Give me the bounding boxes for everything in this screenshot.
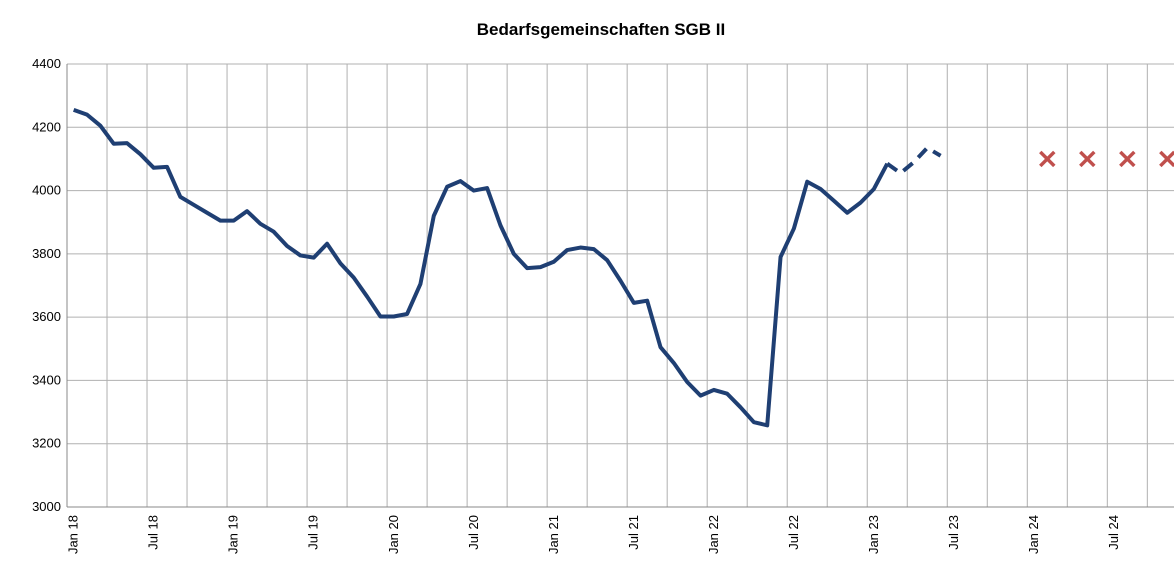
x-tick-label: Jan 21 [546, 515, 561, 554]
x-tick-label: Jul 23 [946, 515, 961, 550]
x-marker [1079, 150, 1096, 168]
x-tick-label: Jan 22 [706, 515, 721, 554]
x-marker [1159, 150, 1174, 168]
x-tick-label: Jul 18 [146, 515, 161, 550]
y-tick-label: 4200 [32, 119, 61, 134]
x-tick-label: Jul 20 [466, 515, 481, 550]
x-marker [1119, 150, 1136, 168]
y-tick-label: 3600 [32, 309, 61, 324]
x-tick-label: Jan 24 [1026, 515, 1041, 554]
y-tick-label: 4000 [32, 183, 61, 198]
x-tick-label: Jul 19 [306, 515, 321, 550]
x-tick-label: Jan 18 [66, 515, 81, 554]
x-tick-label: Jul 21 [626, 515, 641, 550]
y-tick-label: 3400 [32, 372, 61, 387]
y-tick-label: 3200 [32, 436, 61, 451]
data-line [72, 107, 890, 428]
y-tick-label: 4400 [32, 56, 61, 71]
forecast-line [886, 145, 942, 176]
x-tick-label: Jan 19 [226, 515, 241, 554]
x-tick-label: Jan 20 [386, 515, 401, 554]
x-tick-label: Jul 22 [786, 515, 801, 550]
x-tick-label: Jul 24 [1106, 515, 1121, 550]
y-tick-label: 3000 [32, 499, 61, 514]
x-tick-label: Jan 23 [866, 515, 881, 554]
chart-title: Bedarfsgemeinschaften SGB II [477, 20, 725, 39]
y-tick-label: 3800 [32, 246, 61, 261]
x-marker [1039, 150, 1056, 168]
